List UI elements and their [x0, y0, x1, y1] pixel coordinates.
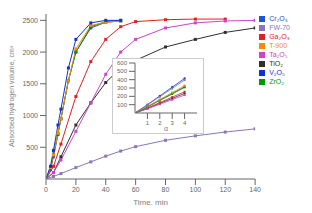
svg-text:80: 80: [162, 186, 170, 193]
svg-text:100: 100: [117, 102, 128, 108]
svg-text:Time, min: Time, min: [133, 198, 168, 205]
svg-text:1: 1: [146, 120, 150, 126]
svg-text:40: 40: [102, 186, 110, 193]
svg-text:4: 4: [183, 120, 187, 126]
svg-text:α: α: [164, 125, 168, 131]
svg-text:1500: 1500: [22, 80, 38, 87]
svg-text:500: 500: [117, 68, 128, 74]
html-text:Ga₂O₃: Ga₂O₃: [269, 33, 290, 40]
svg-text:100: 100: [190, 186, 202, 193]
html-text:ZrO₂: ZrO₂: [269, 78, 284, 85]
svg-text:500: 500: [26, 144, 38, 151]
svg-text:1000: 1000: [22, 112, 38, 119]
html-text:T-900: T-900: [269, 42, 287, 49]
svg-text:300: 300: [117, 85, 128, 91]
svg-text:20: 20: [72, 186, 80, 193]
svg-text:200: 200: [117, 93, 128, 99]
svg-text:2500: 2500: [22, 17, 38, 24]
svg-text:2000: 2000: [22, 49, 38, 56]
html-text:TiO₂: TiO₂: [269, 60, 283, 67]
svg-text:60: 60: [132, 186, 140, 193]
svg-text:600: 600: [117, 60, 128, 66]
svg-text:400: 400: [117, 77, 128, 83]
svg-text:120: 120: [219, 186, 231, 193]
svg-text:Absorbed hydrogen volume, cm³: Absorbed hydrogen volume, cm³: [8, 45, 16, 147]
svg-text:0: 0: [44, 186, 48, 193]
html-text:Ta₂O₅: Ta₂O₅: [269, 51, 288, 58]
svg-text:α: α: [146, 102, 150, 108]
html-text:FW-70: FW-70: [269, 24, 290, 31]
html-text:V₂O₅: V₂O₅: [269, 69, 285, 76]
svg-text:3: 3: [171, 120, 175, 126]
svg-text:2: 2: [158, 120, 162, 126]
html-text:Cr₂O₃: Cr₂O₃: [269, 15, 288, 22]
svg-text:140: 140: [249, 186, 261, 193]
